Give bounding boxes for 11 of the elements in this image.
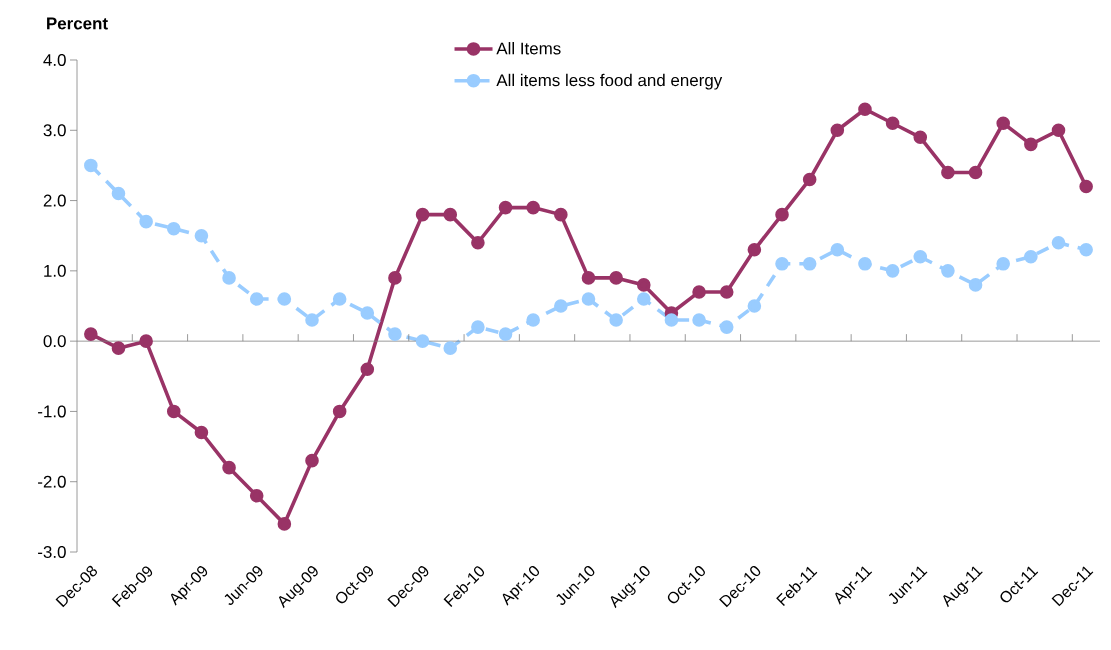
y-tick-label: 2.0 bbox=[43, 194, 66, 207]
y-tick-label: 0.0 bbox=[43, 335, 66, 348]
y-tick-label: 4.0 bbox=[43, 54, 66, 66]
y-tick-label: -3.0 bbox=[38, 546, 66, 558]
legend-label: All items less food and energy bbox=[496, 73, 723, 90]
y-tick-label: 1.0 bbox=[44, 264, 66, 277]
y-tick-label: -1.0 bbox=[38, 405, 66, 418]
y-axis-title: Percent bbox=[47, 17, 108, 30]
legend-label: All Items bbox=[496, 42, 561, 55]
y-tick-label: 3.0 bbox=[43, 124, 66, 137]
y-tick-label: -2.0 bbox=[38, 475, 66, 488]
